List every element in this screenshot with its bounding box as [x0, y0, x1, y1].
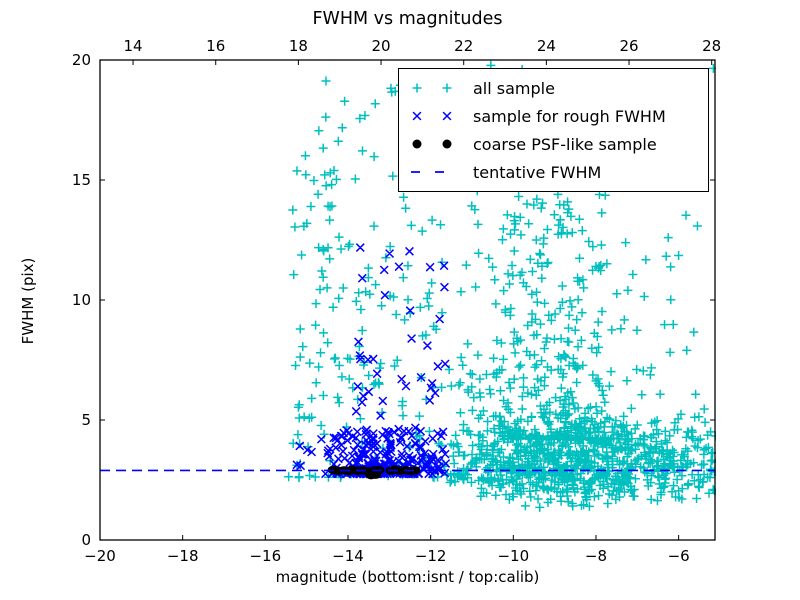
x-top-tick-label: 22 [454, 37, 473, 55]
x-bottom-tick-label: −12 [415, 547, 447, 565]
all-sample-points [284, 60, 716, 512]
x-bottom-tick-label: −18 [167, 547, 199, 565]
x-bottom-tick-label: −8 [585, 547, 607, 565]
x-top-tick-label: 16 [206, 37, 225, 55]
legend-marker-plus-icon [412, 83, 452, 93]
x-top-tick-label: 14 [124, 37, 143, 55]
chart-title: FWHM vs magnitudes [312, 9, 503, 29]
legend-box: all sample sample for rough FWHM coarse PS… [398, 68, 709, 192]
plot-area [100, 60, 716, 512]
x-bottom-tick-label: −6 [668, 547, 690, 565]
x-top-tick-label: 26 [619, 37, 638, 55]
legend-item: tentative FWHM [407, 158, 708, 186]
x-top-tick-label: 20 [372, 37, 391, 55]
legend-label: all sample [473, 78, 555, 98]
legend-marker-x-icon [412, 111, 452, 121]
x-bottom-tick-label: −16 [249, 547, 281, 565]
x-bottom-tick-label: −20 [84, 547, 116, 565]
x-bottom-tick-label: −14 [332, 547, 364, 565]
x-top-tick-label: 24 [537, 37, 556, 55]
legend-item: coarse PSF-like sample [407, 130, 708, 158]
y-tick-label: 10 [72, 291, 91, 309]
x-axis-label: magnitude (bottom:isnt / top:calib) [275, 568, 540, 586]
y-tick-label: 5 [81, 411, 91, 429]
y-tick-label: 0 [81, 531, 91, 549]
legend-item: all sample [407, 74, 708, 102]
y-tick-label: 15 [72, 171, 91, 189]
x-top-tick-label: 28 [702, 37, 721, 55]
legend-label: tentative FWHM [473, 162, 602, 182]
legend-marker-dot-icon [412, 139, 452, 149]
legend-item: sample for rough FWHM [407, 102, 708, 130]
legend-marker-dashed-line-icon [411, 171, 447, 173]
legend-label: coarse PSF-like sample [473, 134, 657, 154]
rough-fwhm-sample-points [292, 243, 451, 479]
legend-label: sample for rough FWHM [473, 106, 666, 126]
x-top-tick-label: 18 [289, 37, 308, 55]
y-tick-label: 20 [72, 51, 91, 69]
y-axis-label: FWHM (pix) [19, 257, 37, 345]
x-bottom-tick-label: −10 [497, 547, 529, 565]
